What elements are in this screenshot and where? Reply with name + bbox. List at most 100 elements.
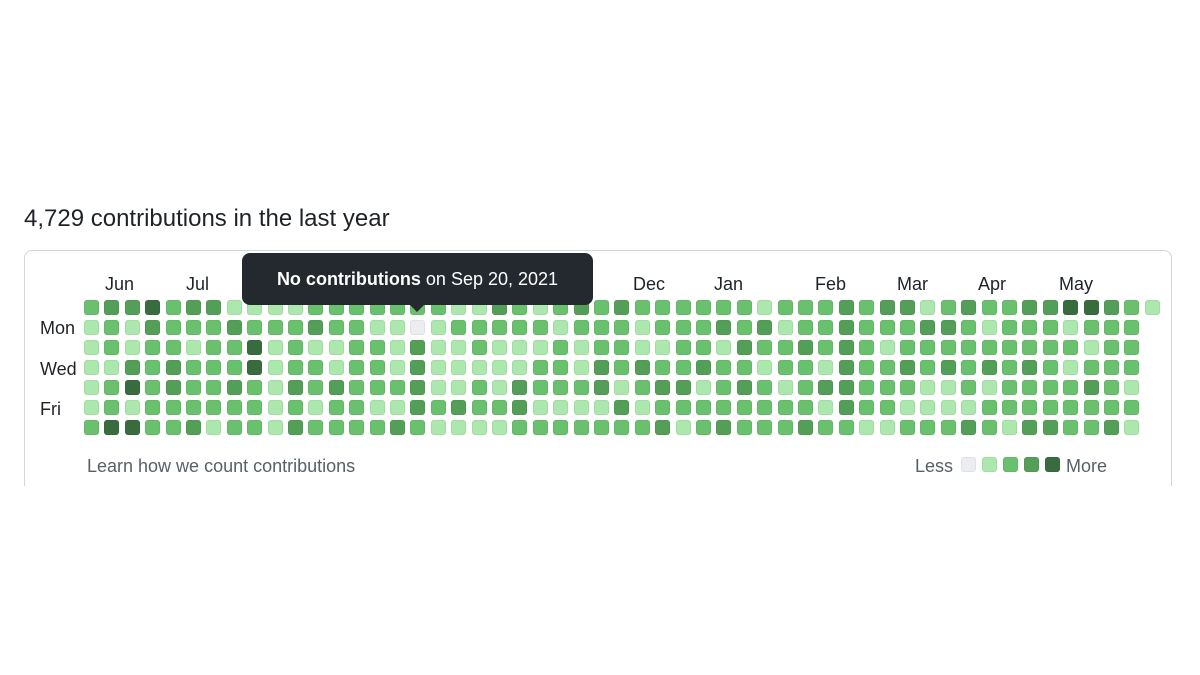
contribution-cell[interactable] [736, 400, 752, 415]
contribution-cell[interactable] [798, 320, 813, 335]
contribution-cell[interactable] [1104, 420, 1119, 435]
contribution-cell[interactable] [1002, 300, 1017, 315]
contribution-cell[interactable] [798, 420, 813, 435]
contribution-cell[interactable] [226, 340, 242, 355]
contribution-cell[interactable] [940, 320, 956, 335]
contribution-cell[interactable] [288, 420, 303, 435]
contribution-cell[interactable] [532, 420, 548, 435]
contribution-cell[interactable] [838, 320, 854, 335]
contribution-cell[interactable] [614, 380, 630, 395]
contribution-cell[interactable] [757, 320, 773, 335]
contribution-cell[interactable] [736, 300, 752, 315]
contribution-cell[interactable] [798, 400, 813, 415]
contribution-cell[interactable] [1104, 340, 1119, 355]
contribution-cell[interactable] [655, 400, 671, 415]
contribution-cell[interactable] [716, 340, 732, 355]
contribution-cell[interactable] [940, 360, 956, 375]
contribution-cell[interactable] [1104, 360, 1119, 375]
contribution-cell[interactable] [920, 300, 936, 315]
contribution-cell[interactable] [838, 340, 854, 355]
contribution-cell[interactable] [226, 400, 242, 415]
contribution-cell[interactable] [451, 320, 467, 335]
contribution-cell[interactable] [696, 400, 711, 415]
contribution-cell[interactable] [328, 340, 344, 355]
contribution-cell[interactable] [1022, 340, 1038, 355]
contribution-cell[interactable] [165, 360, 181, 375]
contribution-cell[interactable] [940, 340, 956, 355]
contribution-cell[interactable] [879, 300, 895, 315]
contribution-cell[interactable] [1124, 320, 1140, 335]
contribution-cell[interactable] [451, 400, 467, 415]
contribution-cell[interactable] [124, 340, 140, 355]
contribution-cell[interactable] [634, 300, 650, 315]
contribution-cell[interactable] [981, 380, 997, 395]
contribution-cell[interactable] [410, 360, 426, 375]
contribution-cell[interactable] [512, 320, 528, 335]
contribution-cell[interactable] [165, 400, 181, 415]
contribution-cell[interactable] [1063, 420, 1079, 435]
contribution-cell[interactable] [553, 340, 569, 355]
contribution-cell[interactable] [410, 420, 426, 435]
contribution-cell[interactable] [186, 300, 201, 315]
contribution-cell[interactable] [777, 400, 793, 415]
contribution-cell[interactable] [1063, 320, 1079, 335]
contribution-cell[interactable] [410, 340, 426, 355]
contribution-cell[interactable] [859, 380, 875, 395]
contribution-cell[interactable] [981, 320, 997, 335]
contribution-cell[interactable] [369, 320, 385, 335]
contribution-cell[interactable] [961, 360, 977, 375]
contribution-cell[interactable] [716, 360, 732, 375]
contribution-cell[interactable] [634, 380, 650, 395]
contribution-cell[interactable] [328, 400, 344, 415]
contribution-cell[interactable] [757, 380, 773, 395]
contribution-cell[interactable] [614, 300, 630, 315]
contribution-cell[interactable] [247, 320, 263, 335]
contribution-cell[interactable] [1083, 420, 1099, 435]
contribution-cell[interactable] [1042, 340, 1058, 355]
contribution-cell[interactable] [492, 360, 507, 375]
contribution-cell[interactable] [818, 320, 834, 335]
contribution-cell[interactable] [1124, 420, 1140, 435]
contribution-cell[interactable] [186, 320, 201, 335]
contribution-cell[interactable] [145, 340, 161, 355]
contribution-cell[interactable] [1104, 320, 1119, 335]
contribution-cell[interactable] [716, 400, 732, 415]
learn-how-we-count-link[interactable]: Learn how we count contributions [87, 456, 356, 476]
contribution-cell[interactable] [267, 380, 283, 395]
contribution-cell[interactable] [879, 420, 895, 435]
contribution-cell[interactable] [512, 380, 528, 395]
contribution-cell[interactable] [186, 400, 201, 415]
contribution-cell[interactable] [512, 420, 528, 435]
contribution-cell[interactable] [308, 420, 324, 435]
contribution-cell[interactable] [675, 300, 691, 315]
contribution-cell[interactable] [716, 300, 732, 315]
contribution-cell[interactable] [186, 340, 201, 355]
contribution-cell[interactable] [288, 360, 303, 375]
contribution-cell[interactable] [369, 340, 385, 355]
contribution-cell[interactable] [84, 340, 99, 355]
contribution-cell[interactable] [532, 340, 548, 355]
contribution-cell[interactable] [226, 380, 242, 395]
contribution-cell[interactable] [430, 380, 446, 395]
contribution-cell[interactable] [614, 400, 630, 415]
contribution-cell[interactable] [471, 380, 487, 395]
contribution-cell[interactable] [1002, 320, 1017, 335]
contribution-cell[interactable] [226, 360, 242, 375]
contribution-cell[interactable] [267, 340, 283, 355]
contribution-cell[interactable] [226, 320, 242, 335]
contribution-cell[interactable] [1104, 380, 1119, 395]
contribution-cell[interactable] [920, 400, 936, 415]
contribution-cell[interactable] [226, 300, 242, 315]
contribution-cell[interactable] [1124, 360, 1140, 375]
contribution-cell[interactable] [1104, 400, 1119, 415]
contribution-cell[interactable] [492, 420, 507, 435]
contribution-cell[interactable] [492, 380, 507, 395]
contribution-cell[interactable] [145, 380, 161, 395]
contribution-cell[interactable] [736, 360, 752, 375]
contribution-cell[interactable] [900, 320, 915, 335]
contribution-cell[interactable] [859, 340, 875, 355]
contribution-cell[interactable] [961, 420, 977, 435]
contribution-cell[interactable] [186, 360, 201, 375]
contribution-cell[interactable] [1083, 380, 1099, 395]
contribution-cell[interactable] [471, 360, 487, 375]
